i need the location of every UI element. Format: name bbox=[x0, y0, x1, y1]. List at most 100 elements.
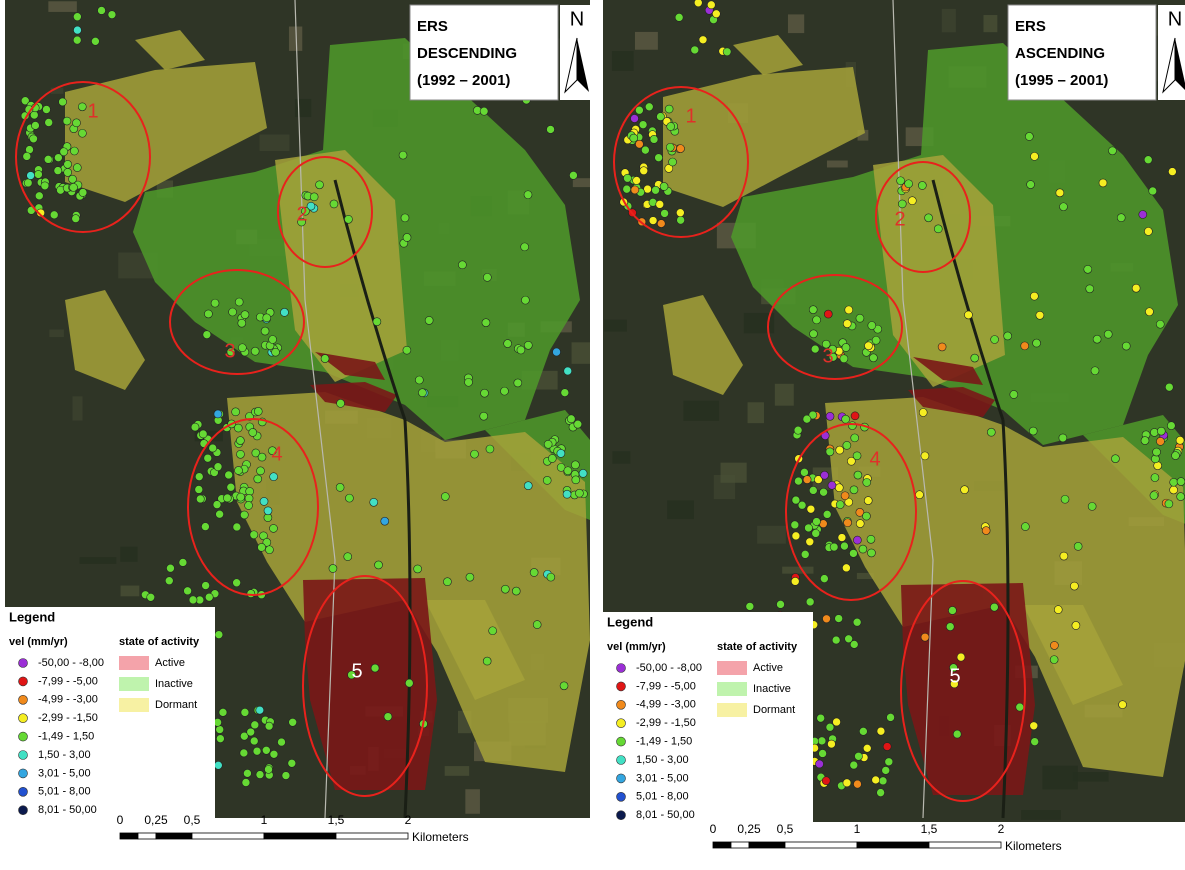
field-patch bbox=[983, 15, 997, 32]
ps-point bbox=[235, 298, 243, 306]
ps-point bbox=[569, 171, 577, 179]
ps-point bbox=[723, 48, 731, 56]
legend-swatch bbox=[617, 756, 626, 765]
ps-point bbox=[72, 215, 80, 223]
ps-point bbox=[344, 215, 352, 223]
ps-point bbox=[1117, 214, 1125, 222]
ps-point bbox=[835, 484, 843, 492]
ps-point bbox=[209, 444, 217, 452]
ps-point bbox=[669, 158, 677, 166]
scale-label: 2 bbox=[998, 822, 1005, 836]
ps-point bbox=[486, 445, 494, 453]
legend-swatch bbox=[119, 677, 149, 691]
ps-point bbox=[1056, 189, 1064, 197]
ps-point bbox=[236, 450, 244, 458]
ps-point bbox=[258, 453, 266, 461]
legend-label: -7,99 - -5,00 bbox=[38, 675, 98, 687]
ps-point bbox=[879, 777, 887, 785]
ps-point bbox=[1170, 478, 1178, 486]
ps-point bbox=[1088, 502, 1096, 510]
ps-point bbox=[214, 410, 222, 418]
ps-point bbox=[631, 115, 639, 123]
field-patch bbox=[121, 586, 140, 597]
map-panel: 12345ERSASCENDING(1995 – 2001)NLegendvel… bbox=[603, 0, 1185, 842]
ps-point bbox=[840, 542, 848, 550]
field-patch bbox=[757, 526, 786, 544]
ps-point bbox=[826, 412, 834, 420]
ps-point bbox=[987, 428, 995, 436]
field-patch bbox=[721, 463, 747, 483]
ps-point bbox=[803, 476, 811, 484]
legend-swatch bbox=[617, 719, 626, 728]
ps-point bbox=[256, 771, 264, 779]
legend-label: Active bbox=[155, 657, 185, 669]
legend-swatch bbox=[717, 703, 747, 717]
legend-label: -1,49 - 1,50 bbox=[636, 736, 692, 748]
scale-bar-segment bbox=[731, 842, 749, 848]
ps-point bbox=[862, 512, 870, 520]
zone-label: 3 bbox=[224, 340, 235, 362]
ps-point bbox=[501, 585, 509, 593]
ps-point bbox=[1168, 168, 1176, 176]
ps-point bbox=[329, 564, 337, 572]
ps-point bbox=[530, 568, 538, 576]
ps-point bbox=[258, 543, 266, 551]
ps-point bbox=[1074, 542, 1082, 550]
ps-point bbox=[563, 490, 571, 498]
ps-point bbox=[245, 494, 253, 502]
ps-point bbox=[1111, 455, 1119, 463]
ps-point bbox=[822, 777, 830, 785]
ps-point bbox=[623, 185, 631, 193]
ps-point bbox=[820, 575, 828, 583]
ps-point bbox=[867, 549, 875, 557]
ps-point bbox=[823, 510, 831, 518]
scale-label: 0,25 bbox=[737, 822, 761, 836]
ps-point bbox=[64, 160, 72, 168]
ps-point bbox=[44, 155, 52, 163]
ps-point bbox=[54, 167, 62, 175]
ps-point bbox=[1157, 427, 1165, 435]
ps-point bbox=[1054, 606, 1062, 614]
ps-point bbox=[898, 200, 906, 208]
ps-point bbox=[73, 13, 81, 21]
ps-point bbox=[1150, 491, 1158, 499]
map-title: DESCENDING bbox=[417, 45, 517, 62]
ps-point bbox=[225, 471, 233, 479]
scale-label: 1,5 bbox=[328, 813, 345, 827]
legend-label: -7,99 - -5,00 bbox=[636, 680, 696, 692]
ps-point bbox=[337, 399, 345, 407]
ps-point bbox=[957, 653, 965, 661]
ps-point bbox=[195, 473, 203, 481]
scale-bar-segment bbox=[929, 842, 1001, 848]
ps-point bbox=[1099, 179, 1107, 187]
ps-point bbox=[547, 125, 555, 133]
ps-point bbox=[872, 336, 880, 344]
ps-point bbox=[1104, 330, 1112, 338]
ps-point bbox=[905, 180, 913, 188]
ps-point bbox=[247, 590, 255, 598]
ps-point bbox=[863, 478, 871, 486]
north-label: N bbox=[1168, 8, 1182, 30]
ps-point bbox=[948, 606, 956, 614]
ps-point bbox=[384, 713, 392, 721]
scale-label: 2 bbox=[405, 813, 412, 827]
scale-label: 0,5 bbox=[184, 813, 201, 827]
field-patch bbox=[748, 402, 764, 423]
scale-label: 0,25 bbox=[144, 813, 168, 827]
ps-point bbox=[921, 633, 929, 641]
ps-point bbox=[401, 214, 409, 222]
ps-point bbox=[850, 761, 858, 769]
ps-point bbox=[414, 565, 422, 573]
ps-point bbox=[1093, 335, 1101, 343]
ps-point bbox=[1061, 495, 1069, 503]
ps-point bbox=[481, 389, 489, 397]
legend-label: 5,01 - 8,00 bbox=[38, 786, 91, 798]
ps-point bbox=[877, 789, 885, 797]
ps-point bbox=[991, 336, 999, 344]
ps-point bbox=[915, 491, 923, 499]
scale-bar-segment bbox=[156, 833, 192, 839]
ps-point bbox=[1029, 427, 1037, 435]
ps-point bbox=[1171, 452, 1179, 460]
zone-label: 4 bbox=[271, 443, 282, 465]
zone-label: 2 bbox=[296, 203, 307, 225]
